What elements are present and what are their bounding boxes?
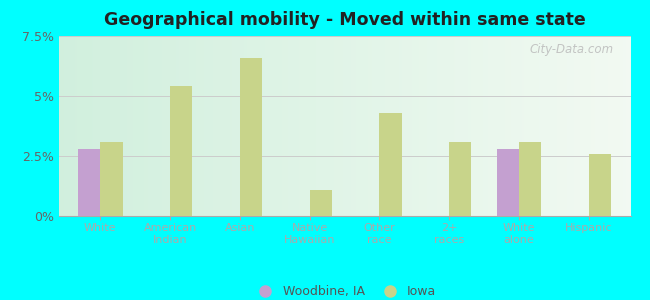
Bar — [170, 86, 192, 216]
Bar — [309, 190, 332, 216]
Title: Geographical mobility - Moved within same state: Geographical mobility - Moved within sam… — [103, 11, 586, 29]
Bar — [589, 154, 611, 216]
Legend: Woodbine, IA, Iowa: Woodbine, IA, Iowa — [248, 280, 441, 300]
Bar — [497, 149, 519, 216]
Text: City-Data.com: City-Data.com — [529, 43, 614, 56]
Bar — [519, 142, 541, 216]
Bar — [449, 142, 471, 216]
Bar — [78, 149, 100, 216]
Bar — [380, 113, 402, 216]
Bar — [240, 58, 262, 216]
Bar — [100, 142, 123, 216]
